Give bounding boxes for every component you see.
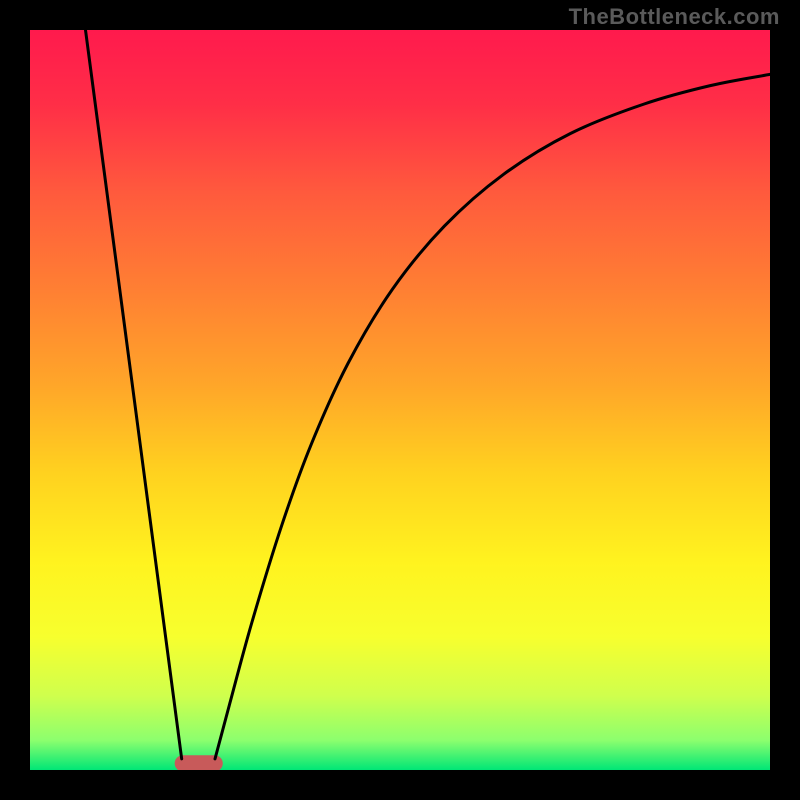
gradient-background [30, 30, 770, 770]
watermark-text: TheBottleneck.com [569, 4, 780, 30]
chart-container: TheBottleneck.com [0, 0, 800, 800]
plot-area [30, 30, 770, 770]
chart-svg [30, 30, 770, 770]
